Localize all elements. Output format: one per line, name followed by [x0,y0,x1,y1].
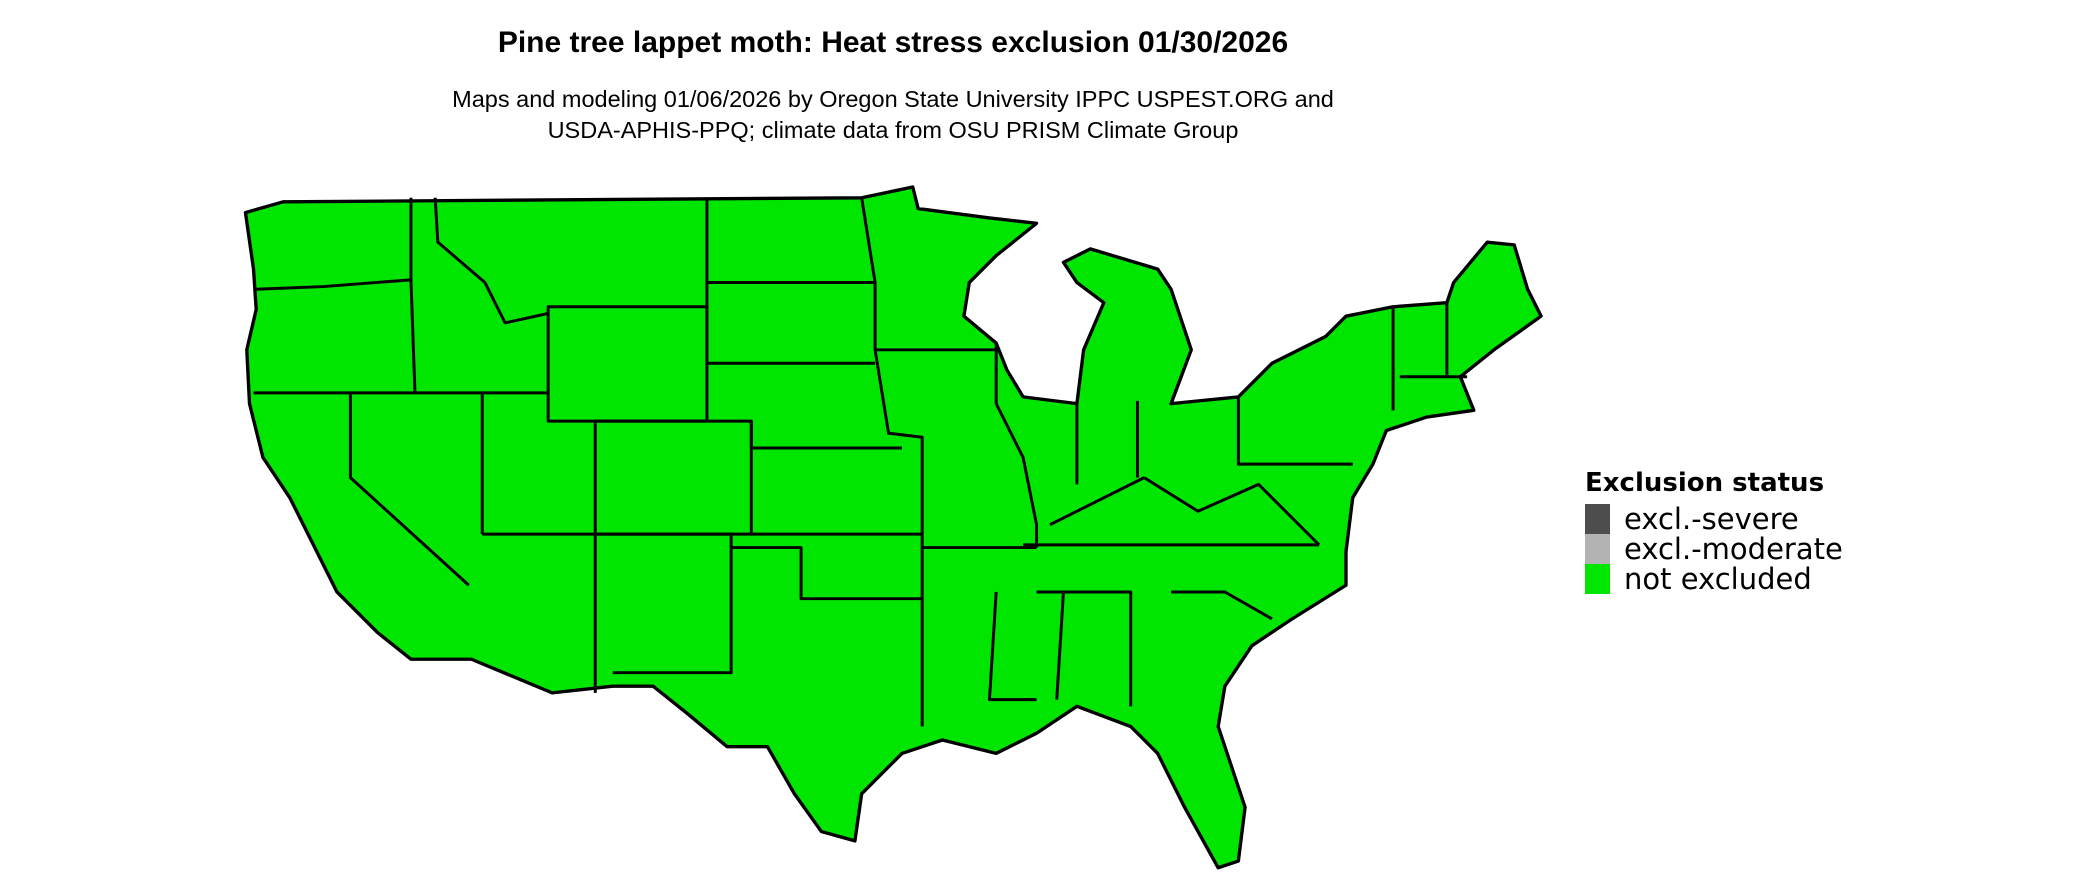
legend-label: not excluded [1624,562,1812,596]
legend-swatch-severe [1585,504,1610,534]
legend-swatch-not-excluded [1585,564,1610,594]
subtitle-line-2: USDA-APHIS-PPQ; climate data from OSU PR… [547,117,1239,143]
subtitle-line-1: Maps and modeling 01/06/2026 by Oregon S… [452,86,1334,112]
legend-swatch-moderate [1585,534,1610,564]
legend: Exclusion status excl.-severe excl.-mode… [1585,468,1843,594]
legend-label: excl.-moderate [1624,532,1843,566]
legend-item-not-excluded: not excluded [1585,564,1843,594]
legend-title: Exclusion status [1585,468,1825,498]
map-title: Pine tree lappet moth: Heat stress exclu… [497,26,1289,59]
us-outline [243,185,1543,870]
legend-item-severe: excl.-severe [1585,504,1843,534]
state-borders [253,197,1468,727]
legend-label: excl.-severe [1624,502,1799,536]
legend-item-moderate: excl.-moderate [1585,534,1843,564]
